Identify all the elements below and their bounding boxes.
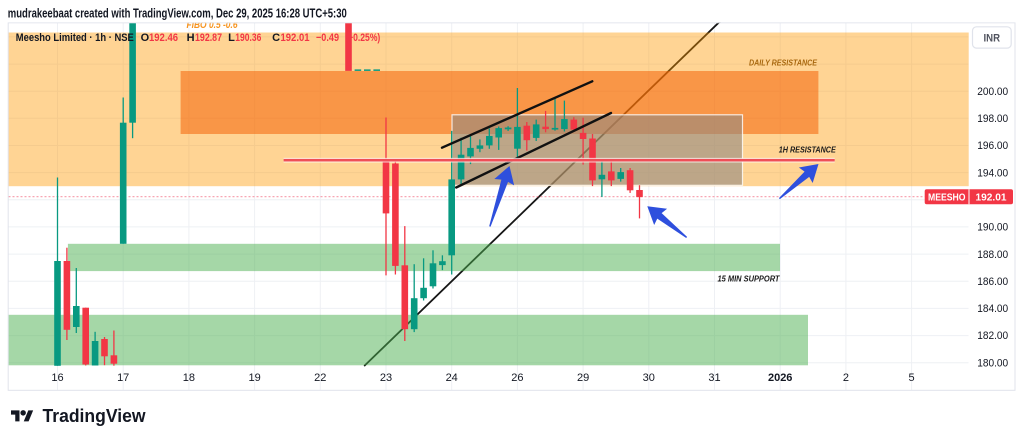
svg-text:198.00: 198.00 xyxy=(977,113,1008,125)
svg-text:−0.49: −0.49 xyxy=(316,32,339,44)
svg-text:200.00: 200.00 xyxy=(977,86,1008,98)
svg-text:23: 23 xyxy=(380,372,392,384)
svg-text:2: 2 xyxy=(843,372,849,384)
svg-text:31: 31 xyxy=(708,372,720,384)
svg-text:194.00: 194.00 xyxy=(977,167,1008,179)
svg-text:182.00: 182.00 xyxy=(977,330,1008,342)
svg-text:FIBO 0.5 -0.6: FIBO 0.5 -0.6 xyxy=(187,20,238,31)
svg-text:24: 24 xyxy=(446,372,458,384)
svg-text:TradingView: TradingView xyxy=(43,406,147,426)
svg-text:196.00: 196.00 xyxy=(977,140,1008,152)
svg-text:192.87: 192.87 xyxy=(195,32,222,44)
svg-text:188.00: 188.00 xyxy=(977,249,1008,261)
svg-text:(−0.25%): (−0.25%) xyxy=(345,32,380,44)
svg-text:Meesho Limited · 1h · NSE: Meesho Limited · 1h · NSE xyxy=(16,32,134,44)
svg-text:H: H xyxy=(187,32,195,44)
svg-text:192.01: 192.01 xyxy=(281,32,310,44)
svg-text:186.00: 186.00 xyxy=(977,276,1008,288)
svg-text:1H RESISTANCE: 1H RESISTANCE xyxy=(779,146,837,155)
svg-text:15 MIN SUPPORT: 15 MIN SUPPORT xyxy=(718,275,781,284)
svg-text:192.01: 192.01 xyxy=(976,192,1007,203)
svg-text:INR: INR xyxy=(984,32,1001,44)
svg-text:16: 16 xyxy=(51,372,63,384)
svg-text:190.36: 190.36 xyxy=(235,32,261,44)
svg-text:184.00: 184.00 xyxy=(977,303,1008,315)
svg-text:180.00: 180.00 xyxy=(977,357,1008,369)
svg-text:17: 17 xyxy=(117,372,129,384)
svg-text:L: L xyxy=(228,32,235,44)
svg-text:29: 29 xyxy=(577,372,589,384)
svg-text:O: O xyxy=(141,32,150,44)
svg-text:C: C xyxy=(272,32,280,44)
svg-text:192.46: 192.46 xyxy=(149,32,178,44)
svg-text:2026: 2026 xyxy=(768,372,792,384)
svg-text:MEESHO: MEESHO xyxy=(928,192,966,203)
svg-text:5: 5 xyxy=(909,372,915,384)
svg-text:DAILY RESISTANCE: DAILY RESISTANCE xyxy=(749,59,818,68)
svg-text:190.00: 190.00 xyxy=(977,222,1008,234)
svg-text:18: 18 xyxy=(183,372,195,384)
svg-text:30: 30 xyxy=(643,372,655,384)
svg-text:26: 26 xyxy=(511,372,523,384)
svg-text:mudrakeebaat created with Trad: mudrakeebaat created with TradingView.co… xyxy=(8,5,347,20)
svg-text:19: 19 xyxy=(248,372,260,384)
svg-text:22: 22 xyxy=(314,372,326,384)
